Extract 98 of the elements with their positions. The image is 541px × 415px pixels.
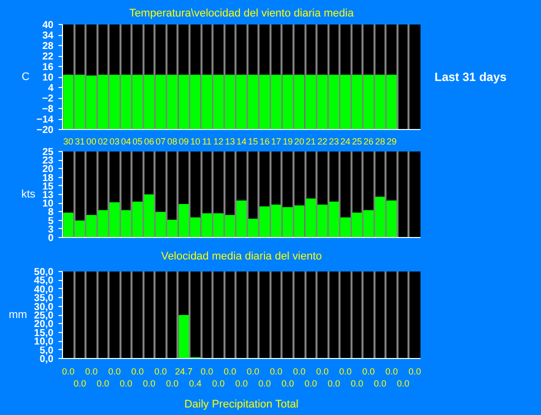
x-tick-label: 25 (352, 136, 362, 146)
chart-title: Temperatura\velocidad del viento diaria media (129, 8, 355, 20)
data-label: 0.0 (292, 366, 306, 376)
data-label: 0.0 (108, 366, 121, 376)
data-label: 0.0 (74, 378, 86, 388)
data-label: 0.0 (85, 366, 98, 376)
y-tick-label: −14 (36, 114, 54, 126)
x-tick-label: 03 (109, 136, 120, 146)
text: Velocidad media diaria del viento (161, 250, 322, 262)
y-tick-label: 20,0 (34, 319, 54, 330)
data-label: 0.0 (374, 378, 386, 388)
x-tick-label: 05 (132, 136, 143, 146)
x-tick-label: 10 (190, 136, 200, 146)
data-label: 0.0 (235, 378, 248, 388)
x-tick-label: 20 (294, 136, 304, 146)
data-label: 0.0 (408, 366, 421, 376)
data-label: 0.0 (316, 366, 329, 376)
data-label: 0.0 (281, 378, 294, 388)
x-tick-label: 07 (156, 136, 166, 146)
data-label: 0.0 (350, 378, 364, 388)
y-tick-label: 30,0 (34, 302, 54, 313)
x-tick-label: 04 (121, 136, 132, 146)
x-tick-label: 19 (282, 136, 293, 146)
x-tick-label: 31 (74, 136, 85, 146)
text: Daily Precipitation Total (184, 398, 298, 410)
x-tick-label: 21 (306, 136, 316, 146)
y-tick-label: 28 (42, 41, 54, 52)
y-tick-label: 18 (42, 172, 54, 184)
x-tick-label: 09 (178, 136, 189, 146)
y-tick-label: 15 (42, 181, 54, 192)
y-tick-label: 13 (42, 190, 54, 201)
x-tick-label: 26 (364, 136, 374, 146)
y-axis-title: mm (8, 309, 28, 321)
data-label: 0.4 (189, 378, 202, 388)
data-label: 0.0 (246, 366, 260, 376)
y-tick-label: 8 (48, 207, 54, 218)
y-tick-label: 4 (48, 83, 54, 94)
data-label: 0.0 (142, 378, 156, 388)
data-label: 0.0 (328, 378, 340, 388)
y-tick-label: −8 (42, 104, 54, 115)
data-label: 0.0 (120, 378, 132, 388)
data-label: 0.0 (131, 366, 144, 376)
x-tick-label: 17 (271, 136, 282, 146)
x-tick-label: 14 (236, 136, 247, 146)
y-tick-label: 10 (42, 72, 54, 84)
x-tick-label: 22 (317, 136, 328, 146)
data-label: 0.0 (62, 366, 75, 376)
data-label: 0.0 (212, 378, 225, 388)
y-tick-label: 20 (42, 164, 54, 176)
data-label: 0.0 (385, 366, 398, 376)
x-tick-label: 11 (202, 136, 212, 146)
y-tick-label: 5 (48, 216, 54, 227)
y-tick-label: 25 (42, 147, 54, 158)
x-tick-label: 06 (144, 136, 154, 146)
x-tick-label: 30 (63, 136, 74, 146)
y-tick-label: 40 (42, 20, 54, 31)
text: Last 31 days (434, 70, 507, 84)
x-tick-label: 28 (375, 136, 386, 146)
y-tick-label: 22 (42, 52, 54, 62)
y-tick-label: −2 (42, 94, 54, 104)
y-tick-label: 0 (48, 233, 54, 244)
data-label: 0.0 (362, 366, 375, 376)
data-label: 0.0 (396, 378, 410, 388)
y-tick-label: −20 (36, 125, 54, 136)
x-tick-label: 12 (213, 136, 224, 146)
y-tick-label: 10,0 (34, 336, 54, 348)
x-tick-label: 29 (386, 136, 397, 146)
x-tick-label: 16 (260, 136, 270, 146)
y-tick-label: 16 (42, 62, 54, 73)
y-tick-label: 0,0 (40, 354, 54, 365)
y-tick-label: 50,0 (34, 267, 54, 278)
y-tick-label: 3 (48, 224, 54, 236)
y-tick-label: 45,0 (34, 276, 54, 287)
x-tick-label: 13 (224, 136, 235, 146)
data-label: 0.0 (258, 378, 271, 388)
data-label: 0.0 (154, 366, 167, 376)
y-tick-label: 15,0 (34, 328, 54, 339)
data-label: 0.0 (304, 378, 318, 388)
y-axis-title: C (22, 71, 30, 83)
x-tick-label: 00 (86, 136, 96, 146)
y-tick-label: 35,0 (34, 293, 54, 304)
data-label: 0.0 (270, 366, 282, 376)
data-label: 24.7 (175, 366, 193, 376)
x-tick-label: 24 (340, 136, 350, 146)
data-label: 0.0 (224, 366, 236, 376)
data-label: 0.0 (339, 366, 352, 376)
y-tick-label: 25,0 (34, 310, 54, 322)
y-tick-label: 5,0 (40, 345, 54, 356)
data-label: 0.0 (96, 378, 110, 388)
y-tick-label: 34 (42, 30, 54, 42)
x-tick-label: 08 (167, 136, 178, 146)
y-axis-title: kts (21, 188, 36, 200)
x-tick-label: 23 (328, 136, 339, 146)
x-tick-label: 02 (98, 136, 108, 146)
x-tick-label: 15 (248, 136, 258, 146)
y-tick-label: 40,0 (34, 284, 54, 296)
data-label: 0.0 (200, 366, 214, 376)
data-label: 0.0 (166, 378, 178, 388)
